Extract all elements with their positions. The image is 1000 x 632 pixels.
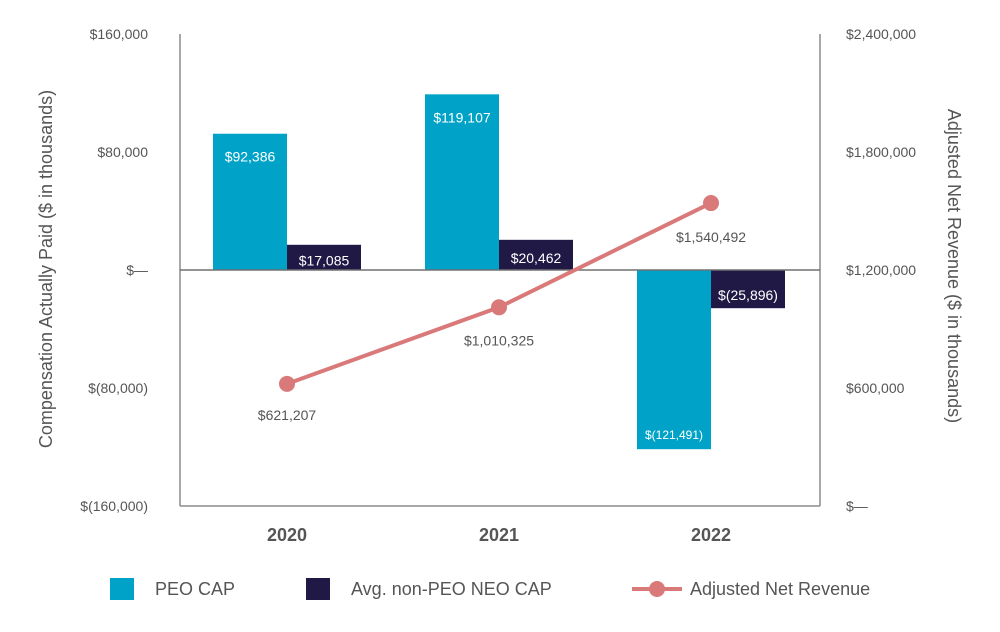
category-label: 2021 xyxy=(479,525,519,545)
bar-label: $20,462 xyxy=(511,250,562,266)
bar-peo-cap-2021 xyxy=(425,94,499,271)
legend-marker-adjusted-net-revenue xyxy=(649,581,665,597)
line-data-label: $1,540,492 xyxy=(676,229,746,245)
legend-label-peo-cap: PEO CAP xyxy=(155,579,235,599)
left-tick-label: $(80,000) xyxy=(88,380,148,396)
right-axis-title: Adjusted Net Revenue ($ in thousands) xyxy=(944,109,964,423)
legend-label-adjusted-net-revenue: Adjusted Net Revenue xyxy=(690,579,870,599)
left-tick-label: $160,000 xyxy=(90,26,149,42)
bar-label: $119,107 xyxy=(433,109,491,125)
right-tick-label: $— xyxy=(846,498,868,514)
bar-non-peo-neo-cap-2020 xyxy=(287,244,361,270)
left-axis-title: Compensation Actually Paid ($ in thousan… xyxy=(36,90,56,448)
bar-label: $17,085 xyxy=(299,252,350,268)
left-tick-label: $(160,000) xyxy=(80,498,148,514)
category-label: 2022 xyxy=(691,525,731,545)
axes xyxy=(179,34,821,507)
line-series: $621,207 $1,010,325 $1,540,492 xyxy=(258,195,746,423)
adjusted-net-revenue-point-2022 xyxy=(703,195,719,212)
bar-peo-cap-2020 xyxy=(213,133,287,270)
bar-non-peo-neo-cap-2022 xyxy=(711,270,785,309)
left-axis-ticks: $160,000 $80,000 $— $(80,000) $(160,000) xyxy=(80,26,148,514)
right-tick-label: $600,000 xyxy=(846,380,905,396)
right-axis-ticks: $2,400,000 $1,800,000 $1,200,000 $600,000 $— xyxy=(846,26,916,514)
right-tick-label: $1,800,000 xyxy=(846,144,916,160)
bar-label: $(121,491) xyxy=(645,428,703,442)
adjusted-net-revenue-point-2020 xyxy=(279,375,295,392)
legend-swatch-non-peo-neo-cap xyxy=(306,578,330,600)
line-data-label: $1,010,325 xyxy=(464,332,534,348)
right-tick-label: $1,200,000 xyxy=(846,262,916,278)
legend-swatch-peo-cap xyxy=(110,578,134,600)
adjusted-net-revenue-point-2021 xyxy=(491,299,507,316)
legend-label-non-peo-neo-cap: Avg. non-PEO NEO CAP xyxy=(351,579,552,599)
left-tick-label: $— xyxy=(126,262,148,278)
bar-label: $(25,896) xyxy=(718,287,778,303)
bar-non-peo-neo-cap-2021 xyxy=(499,239,573,270)
bar-peo-cap-2022 xyxy=(637,270,711,450)
left-tick-label: $80,000 xyxy=(97,144,148,160)
category-label: 2020 xyxy=(267,525,307,545)
line-data-label: $621,207 xyxy=(258,407,317,423)
right-tick-label: $2,400,000 xyxy=(846,26,916,42)
category-labels: 2020 2021 2022 xyxy=(267,525,731,545)
legend: PEO CAP Avg. non-PEO NEO CAP Adjusted Net … xyxy=(110,578,870,600)
bar-label: $92,386 xyxy=(225,149,276,165)
bars: $92,386$119,107$(121,491)$17,085 $20,462$… xyxy=(213,94,785,450)
